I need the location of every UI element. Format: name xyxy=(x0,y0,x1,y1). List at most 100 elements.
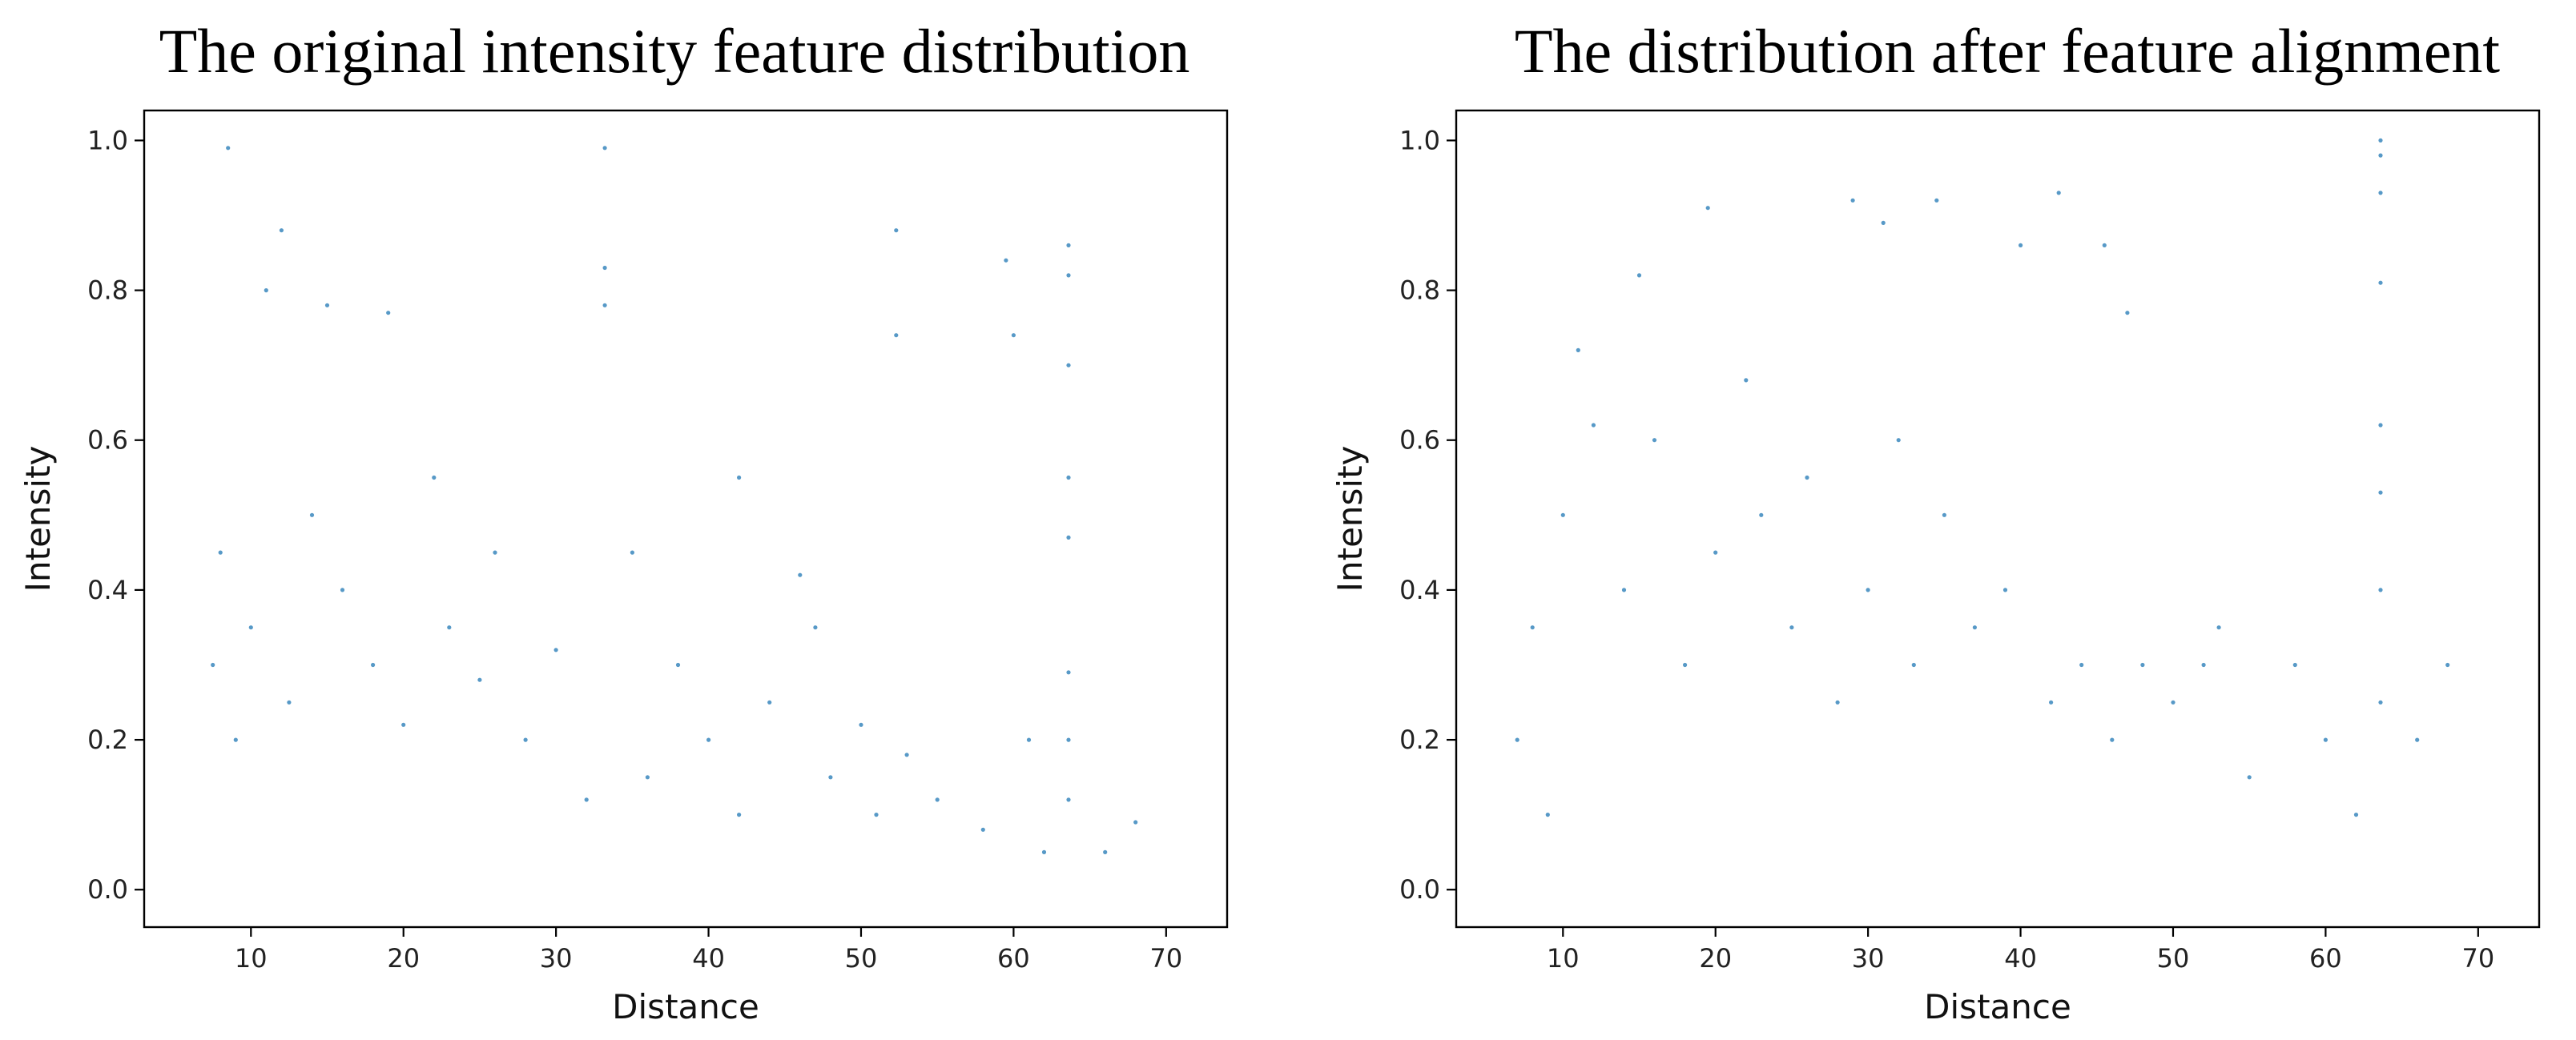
data-point xyxy=(1066,737,1071,742)
data-point xyxy=(798,572,803,577)
data-point xyxy=(1911,662,1916,668)
data-point xyxy=(477,677,482,682)
data-point xyxy=(1066,273,1071,278)
data-point xyxy=(828,775,833,780)
data-point xyxy=(2019,243,2023,247)
left-plot: The original intensity feature distribut… xyxy=(18,16,1229,1026)
data-point xyxy=(894,228,899,233)
data-point xyxy=(1041,849,1047,854)
y-tick-label: 0.0 xyxy=(1399,874,1440,905)
x-tick-label: 40 xyxy=(692,943,725,974)
data-point xyxy=(432,475,437,480)
data-point xyxy=(2353,813,2359,817)
data-point xyxy=(1805,475,1809,480)
data-point xyxy=(1011,333,1016,338)
data-point xyxy=(1576,347,1580,352)
data-point xyxy=(211,662,215,668)
data-point xyxy=(980,827,985,832)
data-point xyxy=(645,775,650,780)
right-plot-ticks: 10 20 30 40 50 60 70 0.0 0.2 0.4 0.6 0.8 1.0 xyxy=(1399,125,2494,974)
x-tick-label: 70 xyxy=(2461,943,2494,974)
x-tick-label: 20 xyxy=(387,943,420,974)
data-point xyxy=(894,333,899,338)
data-point xyxy=(264,288,268,293)
left-plot-ticks: 10 20 30 40 50 60 70 0.0 0.2 0.4 0.6 0.8 1.0 xyxy=(87,125,1182,974)
data-point xyxy=(706,737,711,742)
data-point xyxy=(2056,191,2061,195)
x-tick-label: 10 xyxy=(1547,943,1580,974)
data-point xyxy=(904,753,909,757)
x-tick-label: 30 xyxy=(1852,943,1885,974)
data-point xyxy=(2201,662,2206,668)
left-plot-frame xyxy=(143,109,1229,929)
data-point xyxy=(767,700,772,705)
data-point xyxy=(493,550,497,555)
x-tick-label: 50 xyxy=(2157,943,2190,974)
data-point xyxy=(1713,550,1718,555)
data-point xyxy=(447,625,452,630)
data-point xyxy=(2171,700,2176,705)
data-point xyxy=(2140,662,2145,668)
data-point xyxy=(859,722,863,727)
data-point xyxy=(386,311,391,315)
data-point xyxy=(218,550,223,555)
data-point xyxy=(584,797,589,802)
left-plot-area xyxy=(211,146,1138,854)
right-plot: The distribution after feature alignment… xyxy=(1330,16,2541,1026)
data-point xyxy=(2415,737,2420,742)
data-point xyxy=(2378,423,2383,428)
data-point xyxy=(2445,662,2450,668)
y-tick-label: 0.8 xyxy=(87,275,128,306)
y-tick-label: 0.0 xyxy=(87,874,128,905)
data-point xyxy=(1789,625,1794,630)
data-point xyxy=(1744,378,1749,383)
data-point xyxy=(401,722,406,727)
x-tick-label: 20 xyxy=(1699,943,1732,974)
data-point xyxy=(553,648,558,653)
data-point xyxy=(2378,153,2383,158)
data-point xyxy=(1866,588,1870,592)
left-plot-ylabel: Intensity xyxy=(18,446,58,592)
data-point xyxy=(2378,700,2383,705)
data-point xyxy=(1066,797,1071,802)
data-point xyxy=(1759,512,1764,517)
data-point xyxy=(1545,813,1550,817)
data-point xyxy=(1636,273,1642,278)
data-point xyxy=(1972,625,1977,630)
data-point xyxy=(737,813,742,817)
data-point xyxy=(1026,737,1032,742)
data-point xyxy=(1942,512,1946,517)
y-tick-label: 0.4 xyxy=(1399,575,1440,605)
data-point xyxy=(2247,775,2252,780)
data-point xyxy=(2292,662,2297,668)
data-point xyxy=(309,512,315,517)
data-point xyxy=(523,737,528,742)
data-point xyxy=(1652,438,1657,443)
data-point xyxy=(630,550,635,555)
right-plot-area xyxy=(1515,138,2450,817)
data-point xyxy=(2049,700,2054,705)
data-point xyxy=(2378,138,2383,143)
y-tick-label: 0.6 xyxy=(1399,425,1440,456)
data-point xyxy=(340,588,345,592)
data-point xyxy=(2216,625,2221,630)
data-point xyxy=(1560,512,1565,517)
data-point xyxy=(1530,625,1535,630)
data-point xyxy=(737,475,742,480)
data-point xyxy=(1850,198,1855,203)
data-point xyxy=(1515,737,1519,742)
left-plot-title: The original intensity feature distribut… xyxy=(159,16,1190,86)
data-point xyxy=(1066,475,1071,480)
y-tick-label: 0.2 xyxy=(87,725,128,755)
x-tick-label: 10 xyxy=(235,943,268,974)
data-point xyxy=(2110,737,2115,742)
data-point xyxy=(1103,849,1108,854)
data-point xyxy=(233,737,238,742)
data-point xyxy=(2079,662,2084,668)
data-point xyxy=(2378,490,2383,495)
data-point xyxy=(602,146,607,151)
x-tick-label: 40 xyxy=(2004,943,2037,974)
left-plot-xlabel: Distance xyxy=(612,987,759,1026)
data-point xyxy=(1835,700,1840,705)
